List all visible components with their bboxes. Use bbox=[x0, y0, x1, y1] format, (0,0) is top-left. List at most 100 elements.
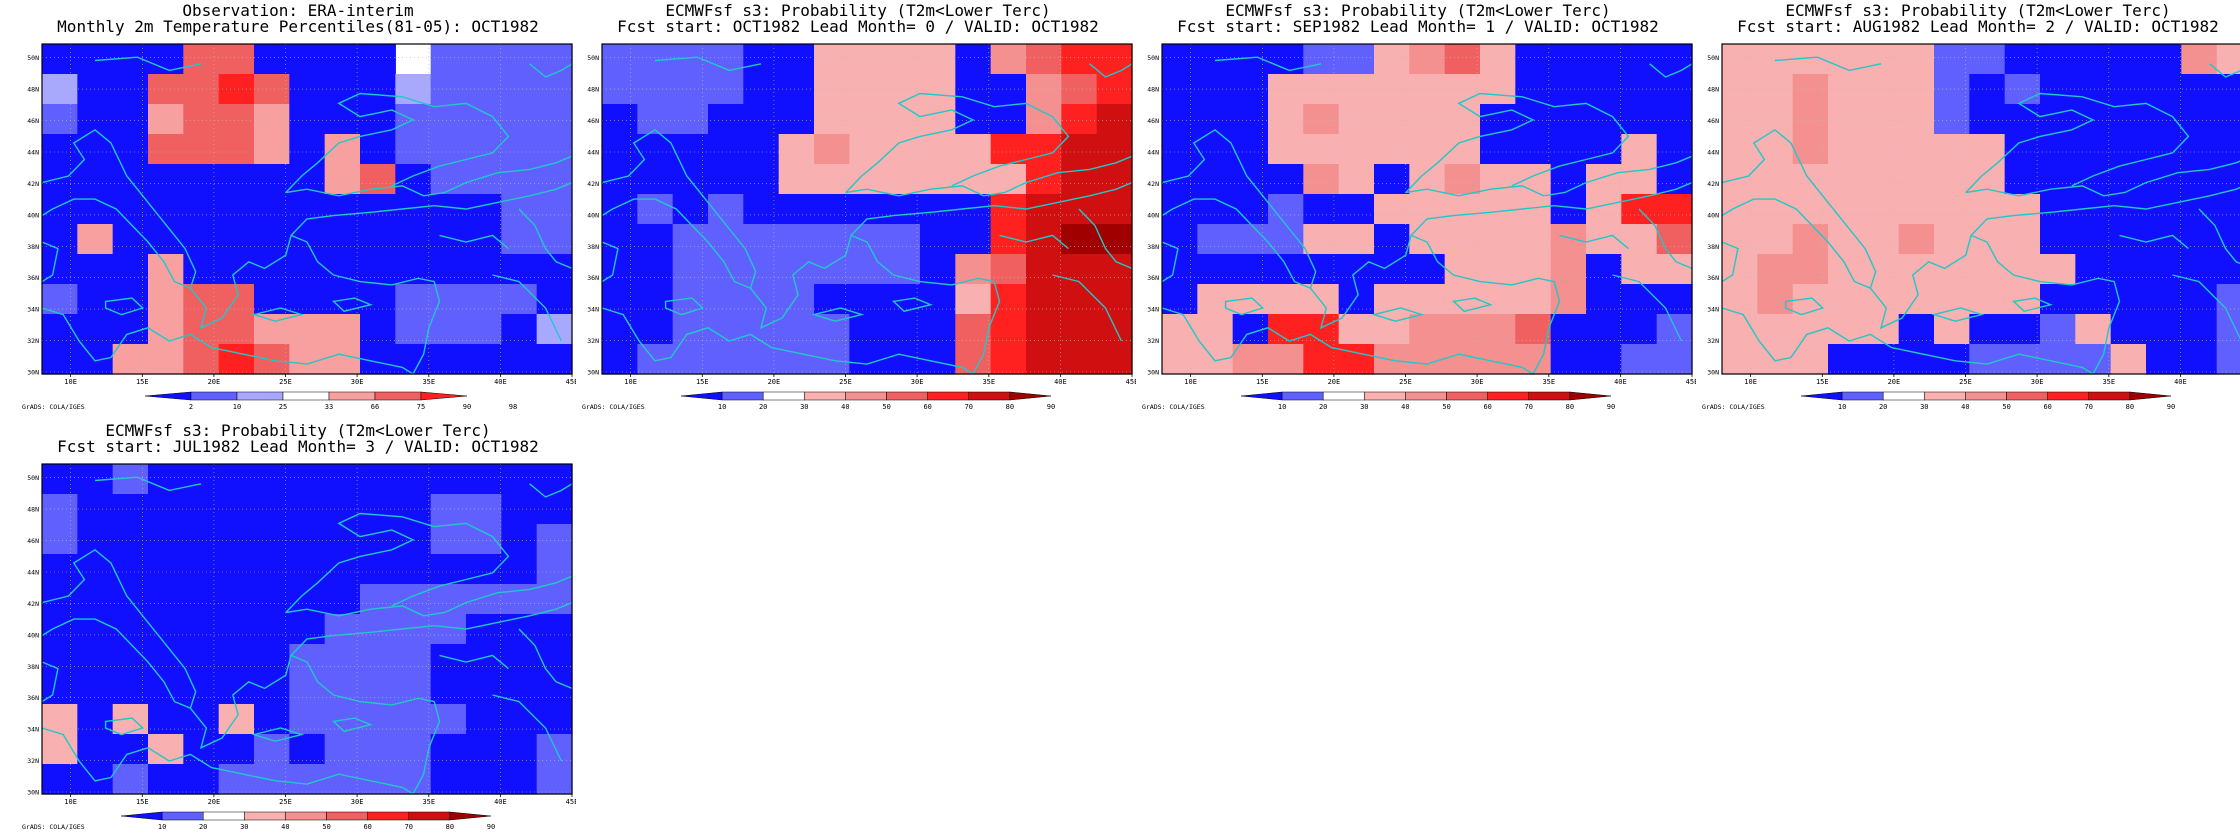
colorbar-swatch bbox=[1281, 391, 1324, 401]
shaded-grid-cell bbox=[466, 524, 502, 555]
shaded-grid-cell bbox=[743, 74, 780, 105]
shaded-grid-cell bbox=[1757, 134, 1794, 165]
shaded-grid-cell bbox=[466, 614, 502, 645]
shaded-grid-cell bbox=[778, 74, 815, 105]
shaded-grid-cell bbox=[536, 524, 573, 555]
shaded-grid-cell bbox=[2110, 254, 2147, 285]
map-panel: ECMWFsf s3: Probability (T2m<Lower Terc)… bbox=[1700, 0, 2240, 415]
shaded-grid-cell bbox=[955, 44, 992, 75]
lat-tick-label: 46N bbox=[27, 537, 39, 545]
shaded-grid-cell bbox=[1232, 164, 1269, 195]
colorbar-swatch bbox=[1009, 391, 1052, 401]
shaded-grid-cell bbox=[218, 734, 255, 765]
shaded-grid-cell bbox=[218, 44, 255, 75]
shaded-grid-cell bbox=[1268, 344, 1304, 375]
shaded-grid-cell bbox=[2146, 344, 2182, 375]
lat-tick-label: 32N bbox=[587, 337, 599, 345]
colorbar-label: 80 bbox=[2126, 403, 2134, 411]
shaded-grid-cell bbox=[2146, 254, 2182, 285]
shaded-grid-cell bbox=[1969, 314, 2006, 345]
coastline bbox=[286, 94, 509, 193]
lat-tick-label: 38N bbox=[1147, 243, 1159, 251]
coastline bbox=[1162, 308, 1533, 374]
coastline bbox=[254, 728, 302, 741]
lon-tick-label: 25E bbox=[839, 378, 852, 386]
shaded-grid-cell bbox=[2110, 164, 2147, 195]
coastline bbox=[851, 235, 999, 374]
shaded-grid-cell bbox=[1586, 104, 1622, 135]
shaded-grid-cell bbox=[1757, 344, 1794, 375]
shaded-grid-cell bbox=[1550, 44, 1587, 75]
shaded-grid-cell bbox=[1338, 224, 1375, 255]
shaded-grid-cell bbox=[849, 74, 886, 105]
shaded-grid-cell bbox=[1621, 74, 1658, 105]
panel-title-line1: ECMWFsf s3: Probability (T2m<Lower Terc) bbox=[105, 421, 491, 440]
shaded-grid-cell bbox=[42, 44, 78, 75]
coastline bbox=[2120, 235, 2189, 248]
shaded-grid-cell bbox=[1409, 314, 1446, 345]
shaded-grid-cell bbox=[218, 464, 255, 495]
shaded-grid-cell bbox=[1232, 344, 1269, 375]
shaded-grid-cell bbox=[2040, 254, 2076, 285]
shaded-grid-cell bbox=[1898, 254, 1935, 285]
lat-tick-label: 36N bbox=[1147, 274, 1159, 282]
shaded-grid-cell bbox=[501, 104, 538, 135]
shaded-grid-cell bbox=[990, 194, 1027, 225]
lat-tick-label: 44N bbox=[27, 149, 39, 157]
shaded-grid-cell bbox=[1969, 284, 2006, 315]
lon-tick-label: 20E bbox=[208, 378, 221, 386]
coastline bbox=[1722, 242, 1738, 282]
shaded-grid-cell bbox=[77, 674, 114, 705]
shaded-grid-cell bbox=[2216, 284, 2240, 315]
shaded-grid-cell bbox=[42, 614, 78, 645]
shaded-grid-cell bbox=[602, 134, 638, 165]
shaded-grid-cell bbox=[289, 164, 326, 195]
coastline bbox=[2210, 64, 2240, 77]
panel-title-line1: ECMWFsf s3: Probability (T2m<Lower Terc) bbox=[1225, 1, 1611, 20]
shaded-grid-cell bbox=[1303, 344, 1340, 375]
shaded-grid-cell bbox=[2040, 314, 2076, 345]
shaded-grid-cell bbox=[501, 494, 538, 525]
coastline bbox=[286, 156, 572, 196]
shaded-grid-cell bbox=[1303, 194, 1340, 225]
shaded-grid-cell bbox=[2181, 134, 2218, 165]
shaded-grid-cell bbox=[637, 134, 674, 165]
coastline-layer bbox=[42, 57, 572, 374]
colorbar-label: 25 bbox=[279, 403, 287, 411]
shaded-grid-cell bbox=[254, 194, 290, 225]
shaded-grid-cell bbox=[183, 464, 220, 495]
shaded-grid-cell bbox=[1338, 314, 1375, 345]
shaded-grid-cell bbox=[2110, 314, 2147, 345]
shaded-grid-cell bbox=[360, 134, 396, 165]
shaded-grid-cell bbox=[743, 194, 780, 225]
shaded-grid-cell bbox=[2040, 134, 2076, 165]
lat-tick-label: 50N bbox=[27, 474, 39, 482]
shaded-grid-cell bbox=[2146, 284, 2182, 315]
shaded-grid-cell bbox=[289, 74, 326, 105]
shaded-grid-cell bbox=[183, 614, 220, 645]
shaded-grid-cell bbox=[536, 614, 573, 645]
shaded-grid-cell bbox=[884, 104, 921, 135]
shaded-grid-cell bbox=[602, 254, 638, 285]
coastline bbox=[602, 308, 973, 374]
shaded-grid-cell bbox=[2004, 344, 2041, 375]
shaded-grid-cell bbox=[920, 284, 956, 315]
shaded-grid-cell bbox=[1096, 104, 1133, 135]
shaded-grid-cell bbox=[1550, 74, 1587, 105]
shaded-grid-cell bbox=[1197, 254, 1234, 285]
colorbar-swatch bbox=[374, 391, 422, 401]
coastline bbox=[1406, 156, 1692, 196]
shaded-grid-cell bbox=[254, 74, 290, 105]
shaded-grid-cell bbox=[324, 584, 361, 615]
shaded-grid-cell bbox=[112, 134, 149, 165]
shaded-grid-cell bbox=[536, 464, 573, 495]
shaded-grid-cell bbox=[1656, 344, 1693, 375]
colorbar-label: 70 bbox=[965, 403, 973, 411]
coastline bbox=[2173, 275, 2240, 341]
shaded-grid-cell bbox=[77, 314, 114, 345]
shaded-grid-cell bbox=[112, 254, 149, 285]
shaded-grid-cell bbox=[324, 44, 361, 75]
lat-tick-label: 38N bbox=[27, 663, 39, 671]
lon-tick-label: 10E bbox=[624, 378, 637, 386]
shaded-grid-cell bbox=[42, 764, 78, 795]
